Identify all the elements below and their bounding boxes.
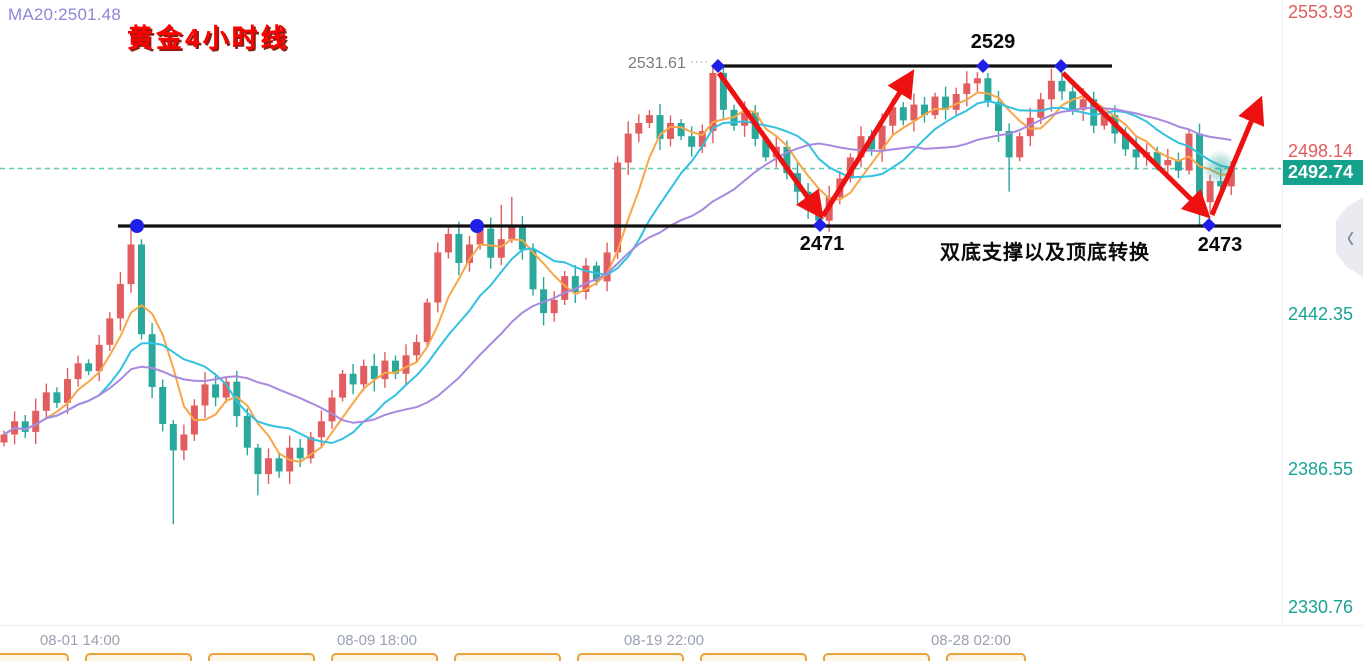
price-axis: 2492.74 2553.93 2498.14 2442.35 2386.55 2330… bbox=[1282, 0, 1363, 625]
time-axis-label: 08-28 02:00 bbox=[930, 632, 1012, 649]
date-slider-segment[interactable] bbox=[208, 653, 315, 661]
pivot-markers bbox=[130, 59, 1216, 233]
date-slider-segment[interactable] bbox=[577, 653, 684, 661]
date-slider-segment[interactable] bbox=[0, 653, 69, 661]
time-axis: 08-01 14:00 08-09 18:00 08-19 22:00 08-28 0… bbox=[0, 625, 1363, 661]
date-slider-segment[interactable] bbox=[700, 653, 807, 661]
chart-canvas[interactable]: MA20:2501.48 黄金4小时线 2531.61 ···· 2529 24… bbox=[0, 0, 1282, 625]
date-slider-segment[interactable] bbox=[946, 653, 1026, 661]
date-slider-segment[interactable] bbox=[823, 653, 930, 661]
bottom-price-label-2: 2473 bbox=[1197, 234, 1243, 256]
chevron-left-icon: ‹ bbox=[1346, 217, 1355, 255]
date-slider-segment[interactable] bbox=[331, 653, 438, 661]
time-axis-label: 08-09 18:00 bbox=[336, 632, 418, 649]
date-slider-segment[interactable] bbox=[85, 653, 192, 661]
ma20-line bbox=[3, 107, 1232, 436]
candlestick-chart-svg bbox=[0, 59, 1281, 525]
ma10-line bbox=[3, 100, 1232, 444]
price-axis-label: 2442.35 bbox=[1288, 304, 1354, 324]
resistance-price-label: 2531.61 ···· bbox=[628, 55, 709, 73]
double-top-label: 2529 bbox=[970, 31, 1016, 53]
bottom-price-label-1: 2471 bbox=[799, 233, 845, 255]
price-axis-label: 2330.76 bbox=[1288, 597, 1354, 617]
page-title: 黄金4小时线 bbox=[127, 23, 290, 53]
price-axis-label: 2386.55 bbox=[1288, 459, 1354, 479]
analysis-note: 双底支撑以及顶底转换 bbox=[940, 242, 1150, 264]
candles bbox=[0, 64, 1235, 525]
price-axis-label: 2498.14 bbox=[1288, 141, 1354, 161]
trend-arrows bbox=[716, 69, 1265, 220]
resistance-price-value: 2531.61 bbox=[628, 55, 686, 72]
ma20-value-label: MA20:2501.48 bbox=[8, 5, 121, 24]
time-axis-label: 08-01 14:00 bbox=[39, 632, 121, 649]
date-slider-segment[interactable] bbox=[454, 653, 561, 661]
current-price-badge: 2492.74 bbox=[1283, 160, 1363, 185]
ma5-line bbox=[3, 91, 1232, 463]
price-axis-label: 2553.93 bbox=[1288, 2, 1354, 22]
resistance-dots: ···· bbox=[690, 56, 709, 68]
time-axis-label: 08-19 22:00 bbox=[623, 632, 705, 649]
